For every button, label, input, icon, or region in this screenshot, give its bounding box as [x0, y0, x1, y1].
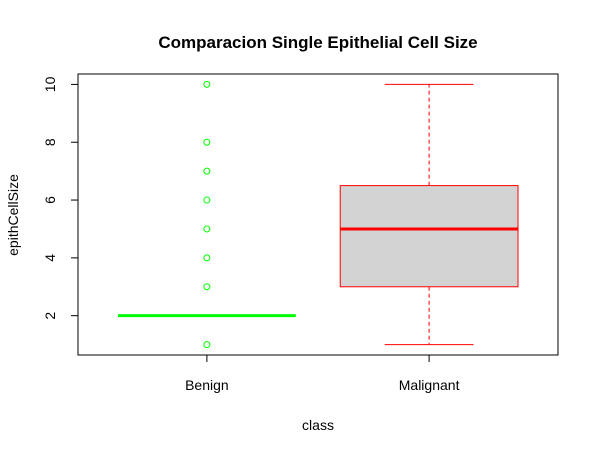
x-axis-label: class — [302, 417, 334, 433]
x-axis: Benign Malignant — [185, 354, 460, 393]
y-tick-label: 6 — [42, 196, 58, 204]
y-axis: 2 4 6 8 10 — [42, 76, 79, 320]
outlier-point — [203, 80, 211, 88]
box-rect — [339, 185, 519, 288]
outlier-point — [203, 254, 211, 262]
box-benign — [118, 80, 296, 349]
outlier-point — [203, 196, 211, 204]
y-tick-label: 2 — [42, 312, 58, 320]
boxes — [118, 80, 519, 349]
x-tick-label: Benign — [185, 377, 229, 393]
y-tick-label: 10 — [42, 76, 58, 92]
chart-title: Comparacion Single Epithelial Cell Size — [158, 33, 477, 52]
x-tick-label: Malignant — [399, 377, 460, 393]
outlier-point — [203, 167, 211, 175]
y-tick-label: 8 — [42, 138, 58, 146]
outlier-point — [203, 341, 211, 349]
y-axis-label: epithCellSize — [5, 174, 21, 256]
outlier-point — [203, 225, 211, 233]
outlier-point — [203, 138, 211, 146]
box-malignant — [339, 83, 519, 346]
outlier-point — [203, 283, 211, 291]
y-tick-label: 4 — [42, 254, 58, 262]
